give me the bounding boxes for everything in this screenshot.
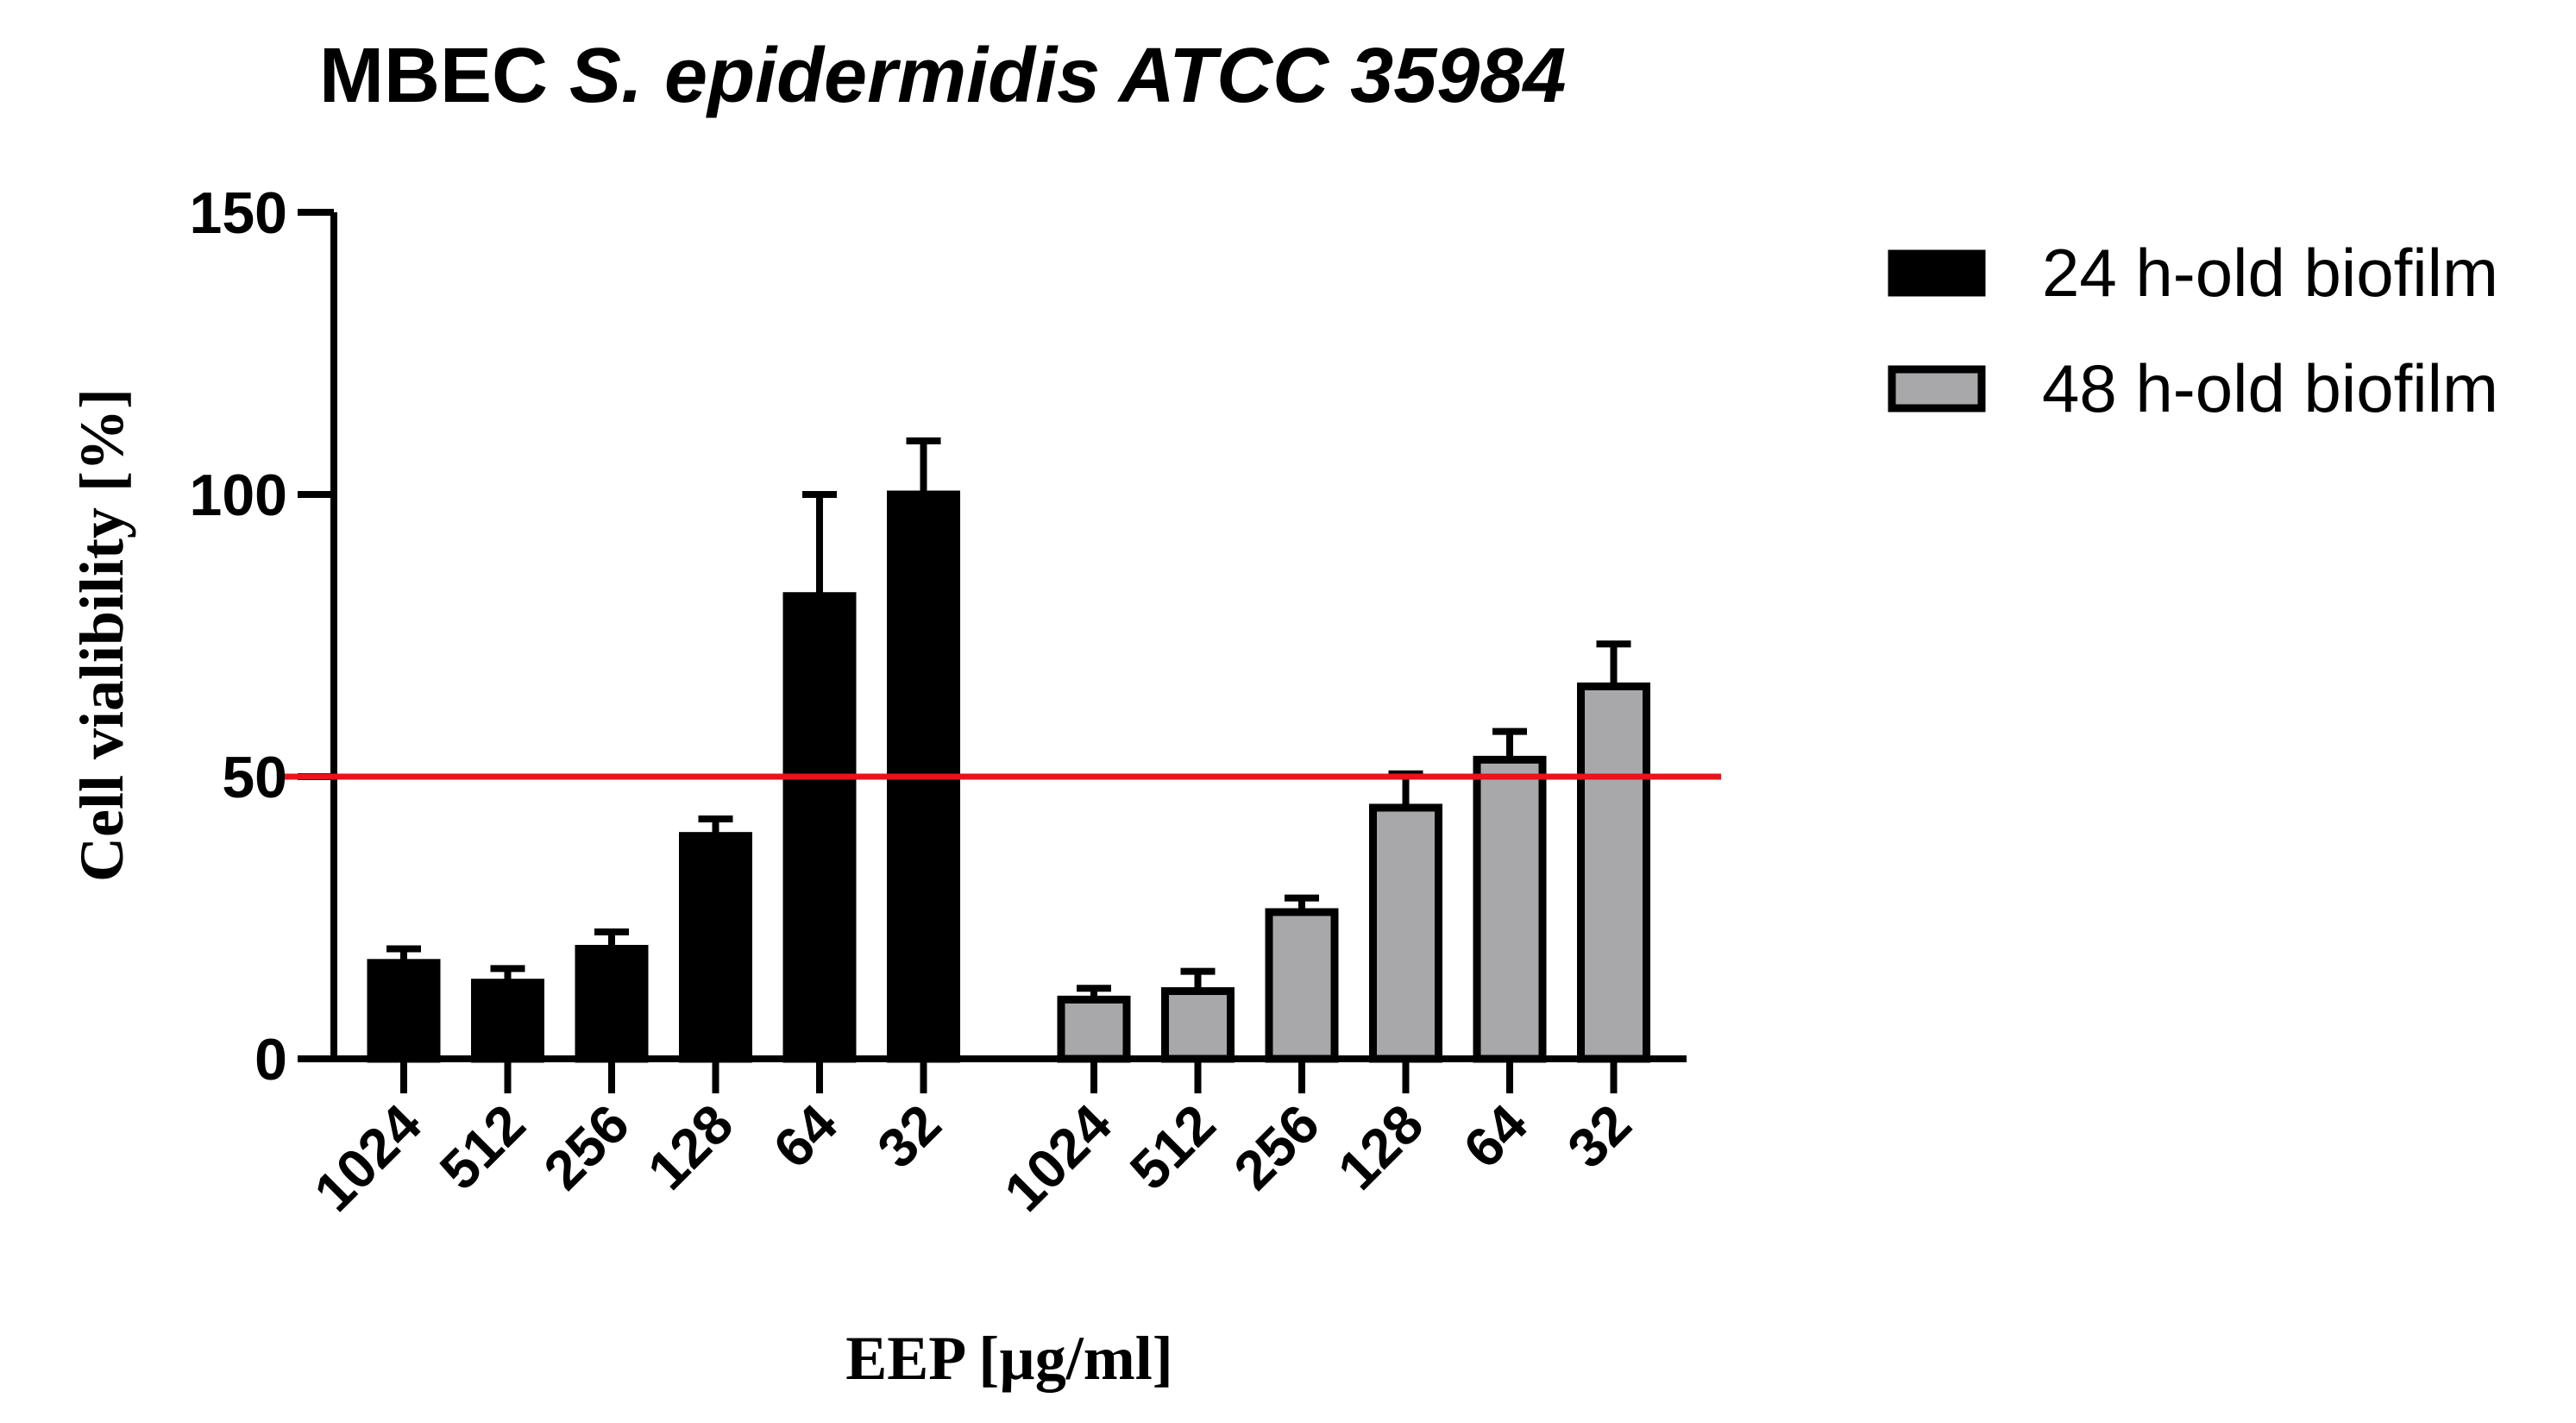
x-tick-label: 256 — [1222, 1092, 1330, 1201]
bar — [1265, 908, 1339, 1063]
bar — [679, 832, 752, 1063]
bar — [1161, 987, 1235, 1063]
chart-title-species: S. epidermidis ATCC 35984 — [569, 33, 1566, 119]
x-tick-label: 64 — [762, 1092, 850, 1181]
bar — [575, 944, 649, 1063]
bar — [367, 959, 441, 1063]
bars — [367, 490, 1650, 1063]
legend-label-24h: 24 h-old biofilm — [2042, 235, 2498, 311]
chart-title-prefix: MBEC — [319, 33, 569, 119]
x-tick-label: 512 — [1118, 1092, 1227, 1201]
legend-label-48h: 48 h-old biofilm — [2042, 350, 2498, 426]
x-tick-label: 1024 — [302, 1092, 433, 1224]
error-bars — [386, 437, 1631, 1000]
x-tick-label: 32 — [1555, 1092, 1643, 1180]
bar — [1473, 755, 1547, 1063]
x-tick-label: 32 — [865, 1092, 952, 1180]
y-tick-label: 100 — [190, 463, 287, 528]
chart-title: MBEC S. epidermidis ATCC 35984 — [319, 33, 1566, 119]
x-tick-label: 256 — [531, 1092, 640, 1201]
y-ticks: 0 50 100 150 — [190, 180, 334, 1092]
legend-swatch-24h — [1888, 249, 1986, 297]
x-tick-label: 128 — [636, 1092, 745, 1201]
y-tick-label: 0 — [254, 1027, 287, 1092]
x-tick-label: 1024 — [992, 1092, 1123, 1224]
bar — [1369, 803, 1442, 1063]
y-tick-label: 50 — [222, 745, 287, 810]
bar — [782, 592, 857, 1063]
bar — [1057, 995, 1131, 1063]
x-axis-label: EEP [µg/ml] — [845, 1324, 1172, 1393]
legend-swatch-48h — [1888, 365, 1986, 412]
x-tick-label: 64 — [1452, 1092, 1540, 1181]
legend: 24 h-old biofilm 48 h-old biofilm — [1888, 235, 2498, 426]
x-tick-label: 128 — [1326, 1092, 1435, 1201]
bar — [1577, 682, 1650, 1063]
x-tick-label: 512 — [428, 1092, 537, 1201]
y-tick-label: 150 — [190, 180, 287, 246]
bar — [471, 979, 544, 1063]
y-axis-label: Cell vialibility [%] — [67, 388, 136, 882]
